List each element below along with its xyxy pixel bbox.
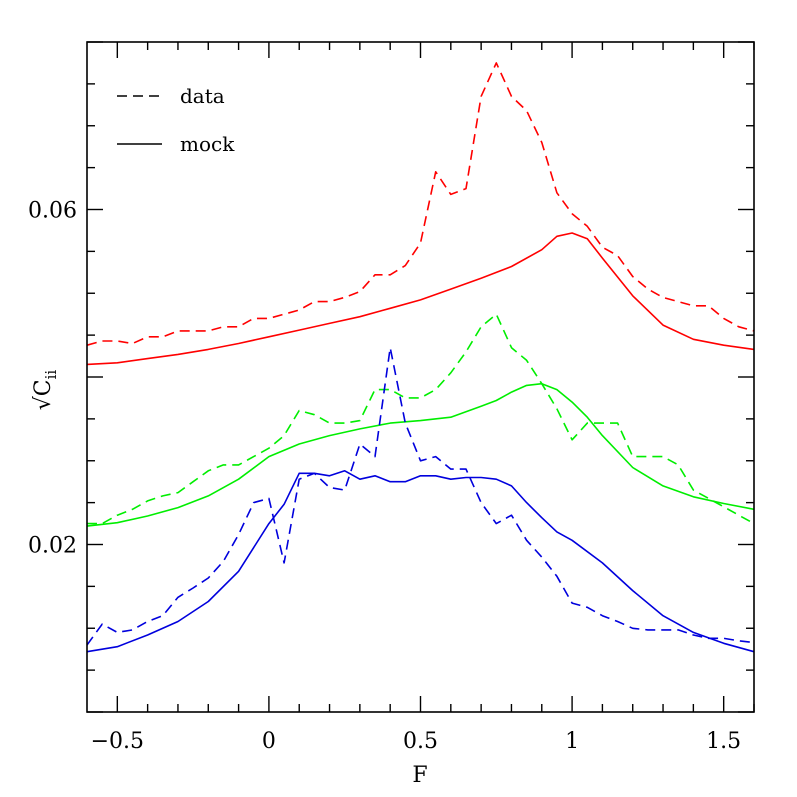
x-tick-label: 0.5	[403, 729, 438, 754]
x-tick-label: −0.5	[91, 729, 144, 754]
x-tick-label: 1.5	[706, 729, 741, 754]
legend-label-mock: mock	[180, 132, 235, 156]
series-line-3-solid	[86, 382, 755, 527]
plot-area	[86, 41, 755, 713]
y-axis-label-subscript: ii	[42, 370, 60, 380]
y-tick-label: 0.02	[28, 534, 77, 559]
ticks-layer	[87, 41, 755, 713]
series-line-0-dashed	[86, 62, 755, 346]
series-line-1-solid	[86, 232, 755, 366]
y-axis-label: √Cii	[31, 370, 60, 411]
series-line-2-dashed	[87, 313, 755, 525]
x-axis-label: F	[412, 763, 427, 788]
y-tick-label: 0.06	[28, 199, 77, 224]
y-tick-labels: 0.02 0.06	[28, 199, 77, 559]
x-tick-label: 0	[262, 729, 276, 754]
series-line-5-solid	[86, 469, 755, 653]
legend: data mock	[117, 84, 235, 156]
y-axis-label-main: √C	[31, 379, 56, 410]
series-layer	[86, 62, 755, 653]
legend-label-data: data	[180, 84, 225, 108]
series-line-4-dashed	[86, 346, 755, 646]
x-tick-labels: −0.5 0 0.5 1 1.5	[91, 729, 742, 754]
x-tick-label: 1	[565, 729, 579, 754]
svg-text:√Cii: √Cii	[31, 370, 60, 411]
